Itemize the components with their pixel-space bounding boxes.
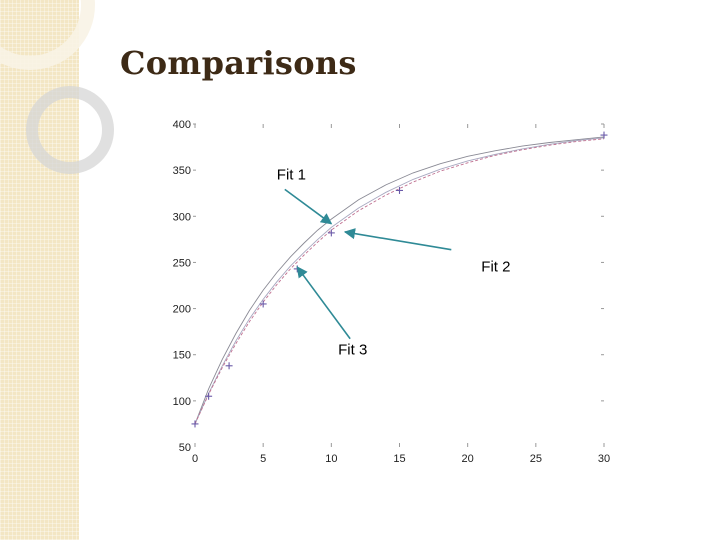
x-tick-label: 5: [260, 453, 266, 465]
data-point: [600, 131, 608, 139]
y-tick-label: 200: [173, 304, 191, 316]
slide-title: Comparisons: [120, 44, 357, 82]
y-tick-label: 100: [173, 396, 191, 408]
annotation-label: Fit 3: [338, 342, 367, 359]
series-line-3: [194, 138, 605, 425]
x-tick-label: 15: [393, 453, 405, 465]
annotation-label: Fit 1: [277, 166, 306, 183]
data-point: [327, 229, 335, 237]
y-tick-label: 250: [173, 257, 191, 269]
series-line-2: [194, 137, 605, 425]
y-tick-label: 50: [179, 442, 191, 454]
annotation-label: Fit 2: [481, 259, 510, 276]
y-tick-label: 400: [173, 119, 191, 131]
annotation-arrow: [343, 228, 452, 251]
decorative-rings: [0, 0, 114, 174]
annotation-arrow: [296, 266, 351, 340]
data-point: [225, 362, 233, 370]
x-tick-label: 10: [325, 453, 337, 465]
y-tick-label: 350: [173, 165, 191, 177]
y-tick-label: 300: [173, 211, 191, 223]
data-point: [205, 392, 213, 400]
data-point: [259, 300, 267, 308]
data-point: [191, 420, 199, 428]
x-tick-label: 0: [192, 453, 198, 465]
x-tick-label: 20: [462, 453, 474, 465]
series-line-1: [194, 136, 605, 425]
x-tick-label: 25: [530, 453, 542, 465]
x-tick-label: 30: [598, 453, 610, 465]
data-point: [396, 186, 403, 194]
y-tick-label: 150: [173, 350, 191, 362]
annotation-arrow: [284, 188, 333, 225]
